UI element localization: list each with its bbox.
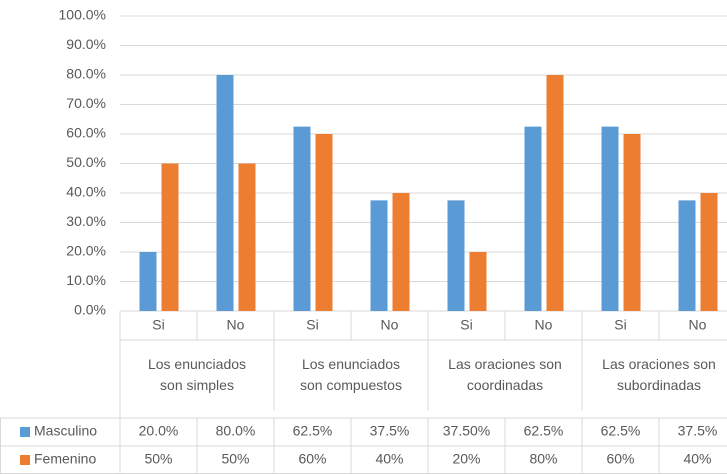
x-tick-label: No: [535, 317, 553, 333]
group-label: Las oraciones son subordinadas: [602, 356, 716, 393]
bar: [546, 75, 564, 311]
y-tick-label: 50.0%: [66, 154, 106, 170]
y-tick-label: 70.0%: [66, 95, 106, 111]
table-value: 40%: [683, 451, 711, 467]
bar: [139, 252, 157, 311]
bar: [293, 126, 311, 311]
bar: [392, 193, 410, 311]
table-value: 37.5%: [370, 423, 410, 439]
legend-label: Femenino: [34, 451, 96, 467]
x-tick-label: No: [689, 317, 707, 333]
table-value: 80.0%: [216, 423, 256, 439]
table-value: 37.50%: [443, 423, 490, 439]
legend-label: Masculino: [34, 423, 97, 439]
table-value: 20%: [452, 451, 480, 467]
bar: [678, 200, 696, 311]
y-tick-label: 30.0%: [66, 213, 106, 229]
bar: [601, 126, 619, 311]
table-value: 50%: [221, 451, 249, 467]
x-tick-label: Si: [614, 317, 626, 333]
legend-key: [20, 455, 30, 465]
table-value: 80%: [529, 451, 557, 467]
table-value: 60%: [606, 451, 634, 467]
bar: [623, 134, 641, 311]
y-tick-label: 0.0%: [74, 302, 106, 318]
table-value: 37.5%: [678, 423, 718, 439]
bar: [315, 134, 333, 311]
y-tick-label: 80.0%: [66, 66, 106, 82]
bar: [370, 200, 388, 311]
y-tick-label: 40.0%: [66, 184, 106, 200]
bar: [238, 163, 256, 311]
y-tick-label: 10.0%: [66, 272, 106, 288]
bar: [161, 163, 179, 311]
y-tick-label: 100.0%: [59, 7, 106, 23]
table-value: 60%: [298, 451, 326, 467]
bar: [524, 126, 542, 311]
table-value: 20.0%: [139, 423, 179, 439]
group-label: Los enunciados son simples: [147, 356, 247, 393]
table-value: 40%: [375, 451, 403, 467]
x-tick-label: Si: [306, 317, 318, 333]
x-tick-label: Si: [460, 317, 472, 333]
table-value: 62.5%: [293, 423, 333, 439]
table-value: 50%: [144, 451, 172, 467]
bar: [447, 200, 465, 311]
x-tick-label: Si: [152, 317, 164, 333]
x-tick-label: No: [227, 317, 245, 333]
y-tick-label: 20.0%: [66, 243, 106, 259]
bar: [216, 75, 234, 311]
table-value: 62.5%: [524, 423, 564, 439]
y-tick-label: 60.0%: [66, 125, 106, 141]
legend-key: [20, 427, 30, 437]
x-tick-label: No: [381, 317, 399, 333]
bar: [700, 193, 718, 311]
y-tick-label: 90.0%: [66, 36, 106, 52]
group-label: Las oraciones son coordinadas: [448, 356, 562, 393]
group-label: Los enunciados son compuestos: [300, 356, 402, 393]
table-value: 62.5%: [601, 423, 641, 439]
bar: [469, 252, 487, 311]
